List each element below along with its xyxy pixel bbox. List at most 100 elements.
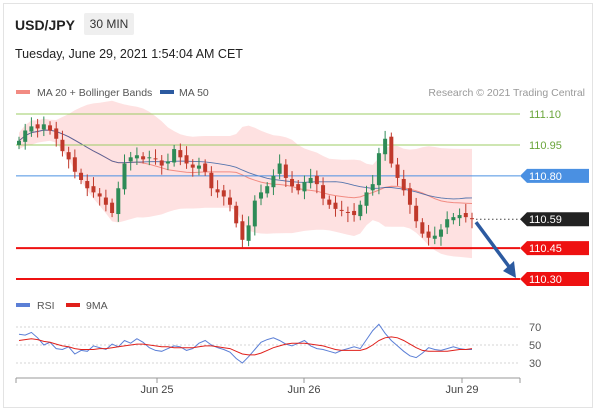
candle-body — [420, 222, 425, 234]
level-label-pivot: 110.80 — [529, 171, 562, 183]
timeframe-badge[interactable]: 30 MIN — [84, 13, 134, 35]
widget-frame — [3, 3, 593, 408]
candle-body — [259, 192, 264, 199]
candle-body — [79, 172, 84, 180]
credit-text: Research © 2021 Trading Central — [428, 87, 585, 99]
candle-body — [128, 157, 133, 162]
timestamp: Tuesday, June 29, 2021 1:54:04 AM CET — [15, 47, 243, 61]
candle-body — [29, 126, 34, 132]
candle-body — [432, 235, 437, 239]
candle-body — [122, 163, 127, 190]
candle-body — [91, 186, 96, 193]
candle-body — [457, 215, 462, 219]
candlesticks — [17, 116, 474, 248]
level-label-last: 110.59 — [529, 214, 562, 226]
candle-body — [234, 205, 239, 224]
rsi-tick-label: 30 — [529, 358, 541, 370]
rsi-9ma-line — [18, 336, 473, 356]
candle-body — [172, 149, 177, 163]
candle-body — [85, 181, 90, 189]
rsi-legend-label: RSI — [37, 300, 55, 312]
candle-body — [60, 139, 65, 152]
candle-body — [358, 204, 363, 217]
candle-body — [445, 219, 450, 228]
candle-body — [110, 202, 115, 213]
candle-body — [438, 229, 443, 237]
candle-body — [370, 184, 375, 191]
ma50-line — [18, 129, 473, 200]
candle-body — [470, 218, 474, 220]
level-tag-support — [520, 272, 589, 286]
level-tag-support — [520, 241, 589, 256]
candle-body — [103, 197, 108, 205]
candle-body — [134, 155, 139, 159]
candle-body — [72, 157, 77, 172]
candle-body — [426, 231, 431, 238]
candle-body — [23, 130, 28, 142]
candle-body — [196, 165, 201, 169]
rsi-legend-swatch — [16, 303, 30, 307]
candle-body — [290, 178, 295, 187]
forecast-arrow-head — [503, 261, 516, 278]
rsi-tick-label: 70 — [529, 322, 541, 334]
rsi-panel: 70 50 30 — [16, 322, 541, 370]
price-legend: MA 20 + Bollinger Bands MA 50 Research ©… — [16, 87, 585, 99]
candle-body — [184, 155, 189, 164]
candle-body — [401, 178, 406, 191]
level-label-resistance: 111.10 — [529, 109, 561, 121]
candle-body — [227, 197, 232, 205]
candle-body — [178, 150, 183, 158]
candle-body — [271, 175, 276, 188]
candle-body — [159, 160, 164, 166]
x-axis-label: Jun 26 — [287, 384, 320, 396]
price-levels: 111.10 110.95 110.80 110.59 110.45 110.30 — [16, 109, 589, 286]
candle-body — [41, 124, 46, 130]
candle-body — [153, 158, 158, 160]
candle-body — [221, 190, 226, 197]
level-label-support: 110.45 — [529, 243, 562, 255]
candle-body — [407, 188, 412, 205]
candle-body — [116, 188, 121, 215]
candle-body — [283, 164, 288, 178]
candle-body — [240, 221, 245, 240]
candle-body — [215, 189, 220, 193]
candle-body — [395, 164, 400, 178]
candle-body — [364, 192, 369, 206]
candle-body — [339, 209, 344, 211]
candle-body — [383, 138, 388, 155]
forecast-arrow-shaft — [474, 221, 512, 270]
candle-body — [66, 152, 71, 160]
candle-body — [35, 124, 40, 129]
candle-body — [352, 210, 357, 216]
bollinger-band — [19, 100, 472, 259]
candle-body — [48, 125, 53, 131]
candle-body — [376, 153, 381, 186]
bollinger-legend-label: MA 20 + Bollinger Bands — [37, 87, 152, 99]
candle-body — [17, 140, 21, 145]
candle-body — [190, 164, 195, 168]
candle-body — [327, 199, 332, 205]
rsi-ma-legend-label: 9MA — [86, 300, 108, 312]
candle-body — [414, 205, 419, 222]
candle-body — [333, 202, 338, 209]
candle-body — [314, 175, 319, 185]
candle-body — [302, 182, 307, 192]
ma50-legend-swatch — [160, 90, 174, 94]
candle-body — [463, 213, 468, 218]
candle-body — [209, 172, 214, 189]
rsi-tick-label: 50 — [529, 340, 541, 352]
candle-body — [345, 211, 350, 213]
forecast-arrow — [474, 221, 516, 278]
level-tag-pivot — [520, 168, 589, 183]
candle-body — [296, 184, 301, 191]
level-tag-last — [520, 212, 589, 227]
candle-body — [321, 185, 326, 199]
candle-body — [451, 217, 456, 221]
level-label-resistance: 110.95 — [529, 140, 562, 152]
candle-body — [203, 163, 208, 172]
candle-body — [389, 136, 394, 164]
x-axis-label: Jun 25 — [140, 384, 173, 396]
level-label-support: 110.30 — [529, 274, 562, 286]
